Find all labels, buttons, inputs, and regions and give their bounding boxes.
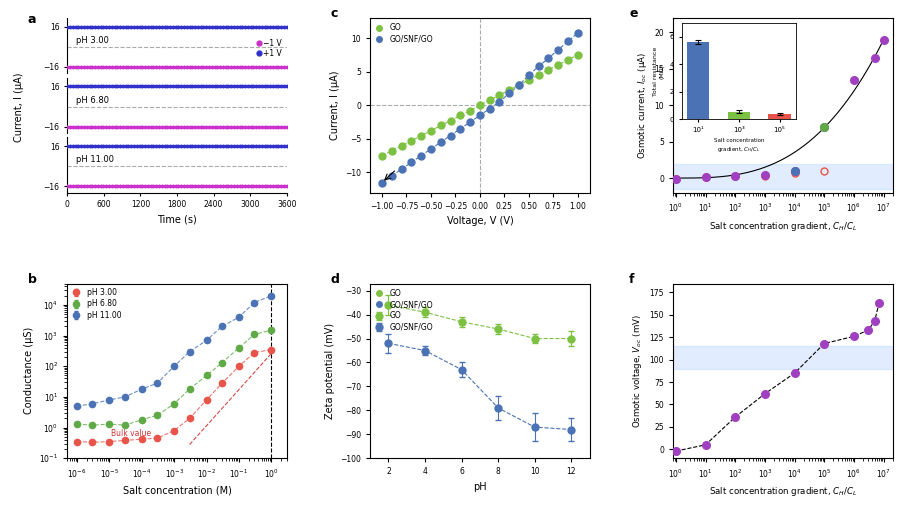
- Y-axis label: Conductance (μS): Conductance (μS): [23, 327, 33, 415]
- Y-axis label: Zeta potential (mV): Zeta potential (mV): [325, 323, 335, 419]
- Legend: GO, GO/SNF/GO: GO, GO/SNF/GO: [374, 22, 434, 45]
- Text: pH 6.80: pH 6.80: [76, 96, 109, 104]
- Bar: [673, 163, 893, 189]
- Y-axis label: Osmotic current, $I_{oc}$ (μA): Osmotic current, $I_{oc}$ (μA): [636, 52, 649, 159]
- X-axis label: pH: pH: [473, 482, 487, 492]
- X-axis label: Salt concentration gradient, $C_H$/$C_L$: Salt concentration gradient, $C_H$/$C_L$: [709, 485, 857, 498]
- Bar: [673, 346, 893, 369]
- Text: c: c: [331, 8, 338, 20]
- X-axis label: Salt concentration gradient, $C_H$/$C_L$: Salt concentration gradient, $C_H$/$C_L$: [709, 220, 857, 232]
- X-axis label: Voltage, V (V): Voltage, V (V): [447, 216, 513, 226]
- Text: pH 11.00: pH 11.00: [76, 155, 114, 164]
- Text: b: b: [28, 273, 37, 286]
- Text: a: a: [28, 13, 36, 27]
- Text: f: f: [629, 273, 635, 286]
- Y-axis label: Current, I (μA): Current, I (μA): [329, 71, 340, 140]
- Text: d: d: [331, 273, 340, 286]
- X-axis label: Salt concentration (M): Salt concentration (M): [123, 485, 231, 495]
- Text: e: e: [629, 8, 638, 20]
- Legend: −1 V, +1 V: −1 V, +1 V: [257, 38, 283, 59]
- Y-axis label: Osmotic voltage, $V_{oc}$ (mV): Osmotic voltage, $V_{oc}$ (mV): [631, 314, 644, 428]
- Text: Bulk value: Bulk value: [111, 429, 152, 438]
- X-axis label: Time (s): Time (s): [157, 215, 196, 225]
- Text: Current, I (μA): Current, I (μA): [14, 73, 24, 142]
- Text: pH 3.00: pH 3.00: [76, 36, 109, 45]
- Legend: pH 3.00, pH 6.80, pH 11.00: pH 3.00, pH 6.80, pH 11.00: [71, 287, 123, 321]
- Legend: GO, GO/SNF/GO, GO, GO/SNF/GO: GO, GO/SNF/GO, GO, GO/SNF/GO: [374, 287, 434, 333]
